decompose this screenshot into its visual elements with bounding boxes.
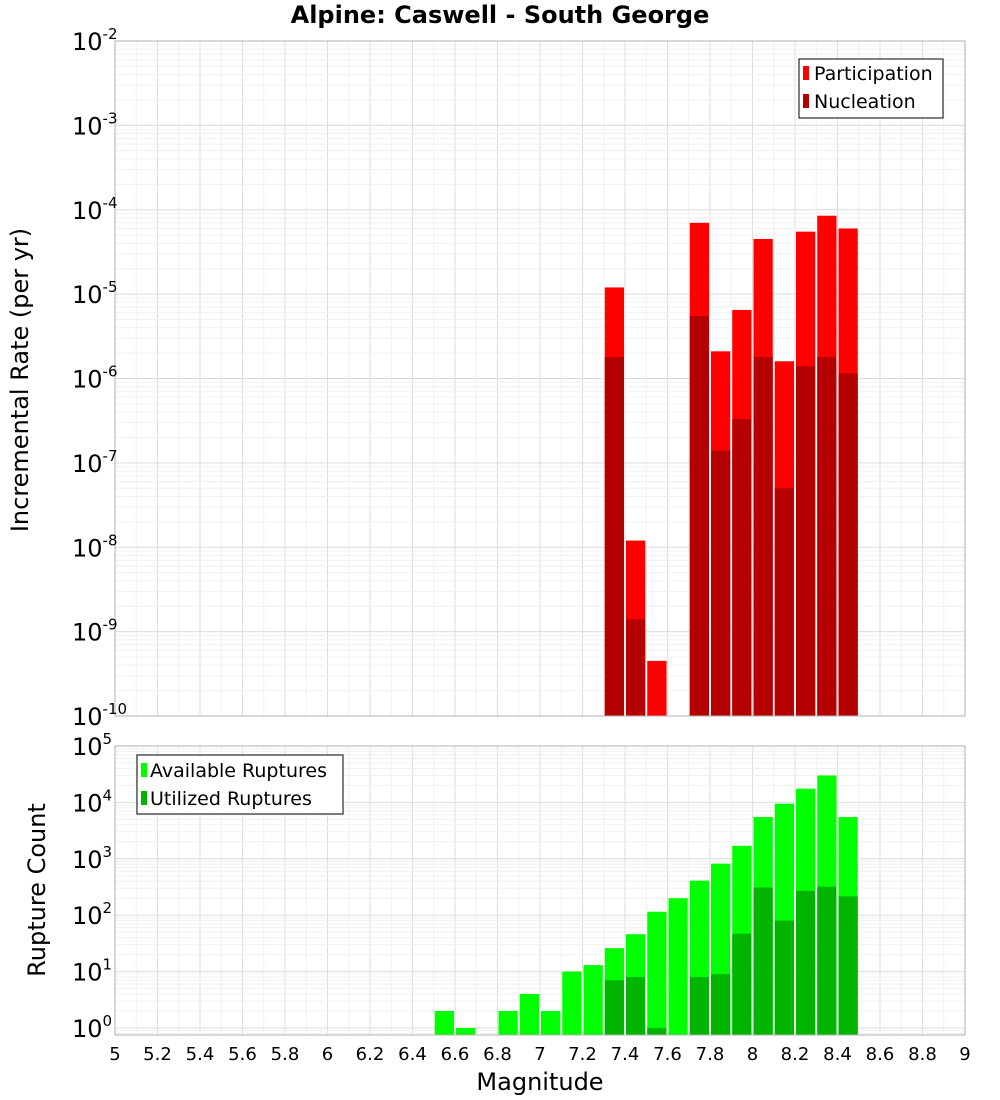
top-grid [114,40,966,717]
top-legend-box [798,58,944,119]
x-tick-label: 8.6 [866,1044,895,1065]
y-tick-label: 10-9 [72,616,118,647]
bar-utilized-ruptures [838,896,858,1035]
bar-participation [647,660,667,716]
bar-nucleation [604,356,624,716]
x-tick-label: 7.8 [696,1044,725,1065]
y-tick-label: 103 [72,843,112,874]
y-tick-label: 105 [72,730,112,761]
bottom-y-ticks: 100 101 102 103 104 105 [72,730,112,1043]
y-tick-label: 10-3 [72,109,118,140]
bar-nucleation [626,619,646,716]
bar-available-ruptures [519,994,539,1035]
bar-available-ruptures [583,965,603,1035]
top-y-axis-label: Incremental Rate (per yr) [6,228,34,532]
y-tick-label: 10-5 [72,278,118,309]
bar-nucleation [732,419,752,716]
bar-utilized-ruptures [753,887,773,1035]
x-tick-label: 5.8 [271,1044,300,1065]
x-tick-label: 8.8 [908,1044,937,1065]
y-tick-label: 10-8 [72,531,118,562]
bar-utilized-ruptures [732,933,752,1035]
y-tick-label: 101 [72,956,112,987]
bottom-y-axis-label: Rupture Count [23,803,51,977]
bar-utilized-ruptures [689,977,709,1035]
x-tick-label: 7.4 [611,1044,640,1065]
bar-available-ruptures [562,971,582,1035]
legend-swatch-participation [803,66,809,80]
bar-utilized-ruptures [647,1027,667,1035]
chart-title: Alpine: Caswell - South George [291,1,710,29]
bottom-legend-box [136,754,344,815]
bar-available-ruptures [498,1010,518,1035]
legend-swatch-nucleation [803,94,809,108]
y-tick-label: 100 [72,1012,112,1043]
bar-utilized-ruptures [774,920,794,1035]
bar-utilized-ruptures [711,974,731,1035]
y-tick-label: 104 [72,786,112,817]
bottom-bars [434,775,858,1035]
legend-label-nucleation: Nucleation [814,91,916,113]
x-tick-label: 6 [322,1044,333,1065]
top-bars [604,215,858,717]
top-panel: 10-10 10-9 10-8 10-7 10-6 10-5 10-4 10-3 10-2 In… [6,25,966,731]
legend-label-available: Available Ruptures [150,760,327,782]
x-tick-label: 8.2 [781,1044,810,1065]
x-tick-label: 5 [109,1044,120,1065]
top-legend: Participation Nucleation [798,58,944,119]
bottom-panel: 100 101 102 103 104 105 5 5.2 5.4 5.6 5.8 6 6.2 6.4 6… [23,730,971,1096]
bar-available-ruptures [434,1010,454,1035]
x-tick-label: 6.4 [398,1044,427,1065]
bar-nucleation [753,356,773,716]
bar-utilized-ruptures [626,977,646,1035]
legend-swatch-available [141,763,147,777]
bar-utilized-ruptures [796,890,816,1035]
legend-label-utilized: Utilized Ruptures [150,788,312,810]
legend-swatch-utilized [141,791,147,805]
legend-label-participation: Participation [814,63,933,85]
bottom-legend: Available Ruptures Utilized Ruptures [136,754,344,815]
bar-available-ruptures [668,898,688,1035]
y-tick-label: 102 [72,899,112,930]
x-tick-label: 6.6 [441,1044,470,1065]
x-tick-label: 7 [534,1044,545,1065]
bar-nucleation [838,373,858,716]
y-tick-label: 10-7 [72,447,118,478]
y-tick-label: 10-6 [72,363,118,394]
top-plot-frame [114,40,966,717]
bar-nucleation [817,356,837,716]
x-tick-label: 5.4 [186,1044,215,1065]
x-axis-label: Magnitude [476,1068,603,1096]
y-tick-label: 10-10 [72,700,127,731]
bar-nucleation [689,316,709,716]
top-y-ticks: 10-10 10-9 10-8 10-7 10-6 10-5 10-4 10-3 10-2 [72,25,127,731]
bar-available-ruptures [456,1027,476,1035]
x-tick-label: 6.2 [356,1044,385,1065]
x-tick-label: 6.8 [483,1044,512,1065]
x-tick-label: 7.6 [653,1044,682,1065]
bar-available-ruptures [647,911,667,1035]
x-tick-label: 7.2 [568,1044,597,1065]
x-tick-label: 5.6 [228,1044,257,1065]
bar-nucleation [774,488,794,716]
x-tick-label: 9 [959,1044,970,1065]
x-ticks: 5 5.2 5.4 5.6 5.8 6 6.2 6.4 6.6 6.8 7 7.2 7.4 7.6 7.8 8… [109,1044,970,1065]
bar-nucleation [711,450,731,716]
x-tick-label: 5.2 [143,1044,172,1065]
bar-available-ruptures [541,1010,561,1035]
y-tick-label: 10-4 [72,194,118,225]
y-tick-label: 10-2 [72,25,118,56]
bar-utilized-ruptures [817,886,837,1035]
x-tick-label: 8 [747,1044,758,1065]
bar-utilized-ruptures [604,980,624,1035]
x-tick-label: 8.4 [823,1044,852,1065]
bar-nucleation [796,366,816,716]
bottom-plot-frame [114,745,966,1036]
